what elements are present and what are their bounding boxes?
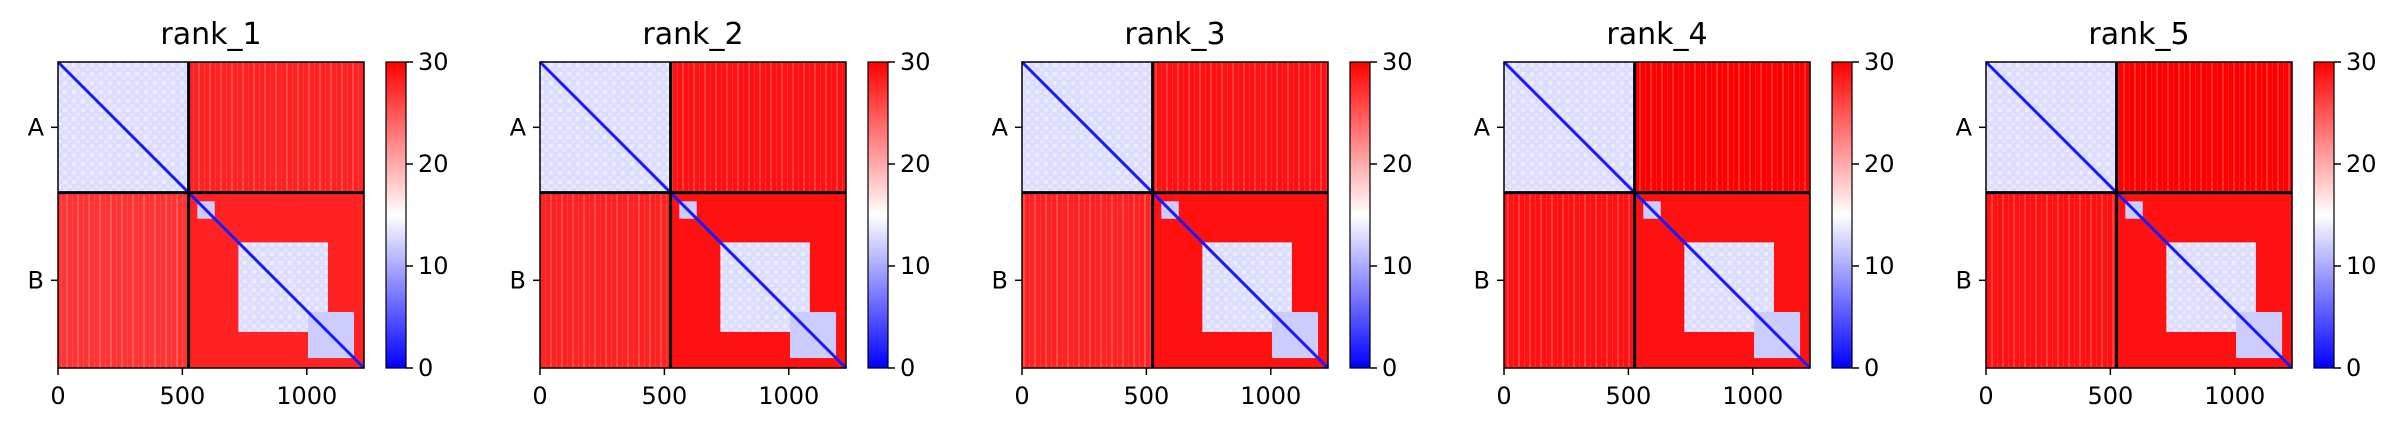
axes-frame: [57, 61, 365, 369]
x-tick-label: 500: [1605, 382, 1651, 410]
colorbar: [2313, 61, 2335, 369]
y-tick-label: A: [1956, 113, 1973, 141]
heatmap-diagonal: [1020, 60, 1330, 370]
texture-B-A: [1504, 192, 1635, 368]
colorbar: [1831, 61, 1853, 369]
x-tick-label: 500: [159, 382, 205, 410]
colorbar: [385, 61, 407, 369]
x-tick-label: 500: [1123, 382, 1169, 410]
colorbar-tick-label: 0: [900, 354, 915, 382]
colorbar-tick-label: 20: [1864, 150, 1895, 178]
x-tick-label: 0: [532, 382, 547, 410]
colorbar-tick-label: 10: [2346, 252, 2377, 280]
texture-B-A: [58, 192, 189, 368]
panel-rank_2: rank_2 0 500 1000 A B 0 10 20 30: [510, 17, 931, 410]
x-tick-label: 1000: [1722, 382, 1783, 410]
colorbar-tick-label: 10: [1382, 252, 1413, 280]
x-tick-label: 1000: [2204, 382, 2265, 410]
x-tick-label: 500: [641, 382, 687, 410]
panel-title: rank_1: [160, 17, 261, 52]
texture-A-B: [670, 62, 846, 193]
y-tick-label: B: [1956, 266, 1972, 294]
colorbar-tick-label: 10: [418, 252, 449, 280]
panel-rank_1: rank_1 0 500 1000 A B 0 10 20 30: [28, 17, 449, 410]
colorbar-tick-label: 0: [1382, 354, 1397, 382]
panel-title: rank_4: [1606, 17, 1707, 52]
panel-title: rank_5: [2088, 17, 2189, 52]
panel-title: rank_3: [1124, 17, 1225, 52]
heatmap-diagonal: [56, 60, 366, 370]
axes-frame: [539, 61, 847, 369]
texture-A-B: [2116, 62, 2292, 193]
colorbar-tick-label: 0: [2346, 354, 2361, 382]
axes-frame: [1985, 61, 2293, 369]
x-tick-label: 0: [1978, 382, 1993, 410]
texture-A-B: [188, 62, 364, 193]
x-tick-label: 0: [1496, 382, 1511, 410]
axes-frame: [1021, 61, 1329, 369]
panel-rank_4: rank_4 0 500 1000 A B 0 10 20 30: [1474, 17, 1895, 410]
x-tick-label: 500: [2087, 382, 2133, 410]
x-tick-label: 1000: [1240, 382, 1301, 410]
colorbar-tick-label: 30: [900, 48, 931, 76]
texture-B-A: [540, 192, 671, 368]
x-tick-label: 1000: [758, 382, 819, 410]
y-tick-label: A: [1474, 113, 1491, 141]
colorbar-tick-label: 0: [418, 354, 433, 382]
y-tick-label: B: [992, 266, 1008, 294]
texture-A-B: [1152, 62, 1328, 193]
y-tick-label: A: [28, 113, 45, 141]
colorbar-tick-label: 10: [900, 252, 931, 280]
x-tick-label: 1000: [276, 382, 337, 410]
x-tick-label: 0: [1014, 382, 1029, 410]
y-tick-label: B: [28, 266, 44, 294]
axes-frame: [1503, 61, 1811, 369]
texture-B-A: [1986, 192, 2117, 368]
colorbar-tick-label: 20: [418, 150, 449, 178]
y-tick-label: B: [510, 266, 526, 294]
y-tick-label: A: [992, 113, 1009, 141]
colorbar: [867, 61, 889, 369]
y-tick-label: A: [510, 113, 527, 141]
y-tick-label: B: [1474, 266, 1490, 294]
heatmap-diagonal: [538, 60, 848, 370]
texture-B-A: [1022, 192, 1153, 368]
panel-rank_5: rank_5 0 500 1000 A B 0 10 20 30: [1956, 17, 2377, 410]
colorbar-tick-label: 10: [1864, 252, 1895, 280]
colorbar-tick-label: 20: [900, 150, 931, 178]
texture-A-B: [1634, 62, 1810, 193]
heatmap-diagonal: [1984, 60, 2294, 370]
x-tick-label: 0: [50, 382, 65, 410]
colorbar-tick-label: 30: [418, 48, 449, 76]
colorbar-tick-label: 30: [2346, 48, 2377, 76]
colorbar-tick-label: 20: [1382, 150, 1413, 178]
colorbar-tick-label: 20: [2346, 150, 2377, 178]
colorbar-tick-label: 30: [1864, 48, 1895, 76]
panel-rank_3: rank_3 0 500 1000 A B 0 10 20 30: [992, 17, 1413, 410]
panel-title: rank_2: [642, 17, 743, 52]
colorbar: [1349, 61, 1371, 369]
colorbar-tick-label: 30: [1382, 48, 1413, 76]
heatmap-diagonal: [1502, 60, 1812, 370]
colorbar-tick-label: 0: [1864, 354, 1879, 382]
